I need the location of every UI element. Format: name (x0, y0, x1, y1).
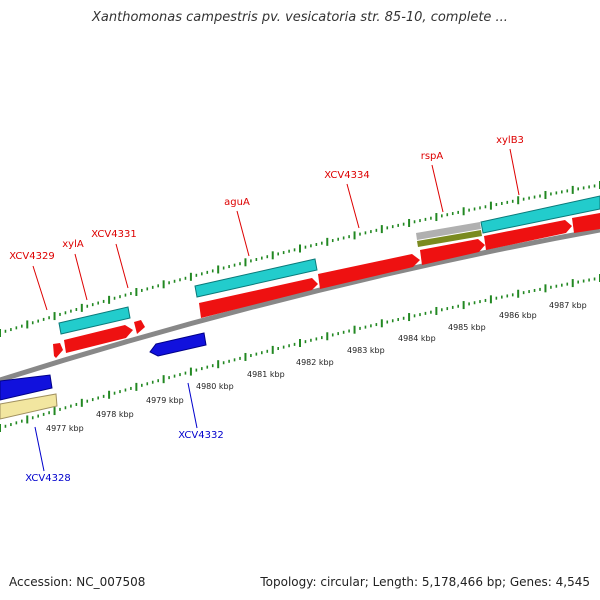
feature-gene-XCV4328[interactable] (0, 374, 53, 401)
feature-gene-aguA[interactable] (194, 258, 318, 298)
ruler-tick-label: 4987 kbp (549, 301, 587, 310)
ruler-tick-label: 4986 kbp (499, 311, 537, 320)
ruler-tick-label: 4978 kbp (96, 410, 134, 419)
gene-label-XCV4328[interactable]: XCV4328 (25, 473, 70, 484)
feature-rna-rspA[interactable] (416, 222, 481, 240)
label-leader-XCV4328 (34, 426, 45, 472)
ruler-tick-label: 4982 kbp (296, 358, 334, 367)
feature-cds-xylB3[interactable] (484, 220, 572, 250)
ruler-tick-label: 4977 kbp (46, 424, 84, 433)
forward-tick-track (0, 181, 600, 337)
feature-cds-XCV4334[interactable] (318, 254, 420, 289)
ruler-tick-label: 4981 kbp (247, 370, 285, 379)
label-leader-rspA (431, 164, 444, 213)
map-title: Xanthomonas campestris pv. vesicatoria s… (92, 10, 508, 25)
feature-cds-xylA[interactable] (64, 325, 133, 353)
feature-cds-XCV4331[interactable] (134, 320, 145, 334)
forward-gene-features (58, 195, 600, 335)
gene-label-aguA[interactable]: aguA (224, 197, 250, 208)
topology-label: Topology: circular; Length: 5,178,466 bp… (260, 575, 590, 589)
ruler-tick-label: 4985 kbp (448, 323, 486, 332)
ruler-tick-label: 4984 kbp (398, 334, 436, 343)
reverse-tick-track (0, 274, 600, 432)
reverse-gene-labels: XCV4332 XCV4328 (25, 382, 224, 484)
feature-cds-XCV4329[interactable] (53, 343, 63, 358)
gene-label-xylB3[interactable]: xylB3 (496, 135, 524, 146)
label-leader-XCV4332 (187, 382, 198, 429)
gene-label-XCV4331[interactable]: XCV4331 (91, 229, 136, 240)
feature-cds-next[interactable] (572, 213, 600, 233)
feature-gene-xylB3[interactable] (480, 195, 600, 234)
label-leader-XCV4331 (115, 243, 129, 289)
label-leader-aguA (236, 210, 250, 257)
cds-features (53, 213, 600, 358)
gene-label-XCV4332[interactable]: XCV4332 (178, 430, 223, 441)
reverse-gene-features (0, 332, 207, 420)
gene-label-rspA[interactable]: rspA (421, 151, 444, 162)
forward-gene-labels: XCV4329 xylA XCV4331 aguA XCV4334 rspA xylB3 (9, 135, 524, 311)
gene-label-xylA[interactable]: xylA (62, 239, 84, 250)
feature-cds-aguA[interactable] (199, 278, 318, 318)
ruler-tick-labels: 4977 kbp 4978 kbp 4979 kbp 4980 kbp 4981 kbp… (46, 301, 587, 433)
feature-gene-xylA[interactable] (58, 306, 131, 335)
gene-label-XCV4329[interactable]: XCV4329 (9, 251, 54, 262)
feature-misc-rspA[interactable] (417, 230, 482, 247)
label-leader-XCV4329 (32, 265, 48, 311)
feature-pseudogene-XCV4328[interactable] (0, 393, 58, 420)
label-leader-XCV4334 (346, 183, 360, 229)
feature-gene-XCV4332[interactable] (149, 332, 207, 357)
ruler-tick-label: 4980 kbp (196, 382, 234, 391)
accession-label: Accession: NC_007508 (9, 575, 146, 589)
label-leader-xylB3 (509, 148, 520, 196)
feature-cds-rspA[interactable] (420, 239, 485, 265)
genome-backbone (0, 227, 600, 383)
ruler-tick-label: 4983 kbp (347, 346, 385, 355)
gene-label-XCV4334[interactable]: XCV4334 (324, 170, 369, 181)
label-leader-xylA (74, 253, 88, 301)
ruler-tick-label: 4979 kbp (146, 396, 184, 405)
